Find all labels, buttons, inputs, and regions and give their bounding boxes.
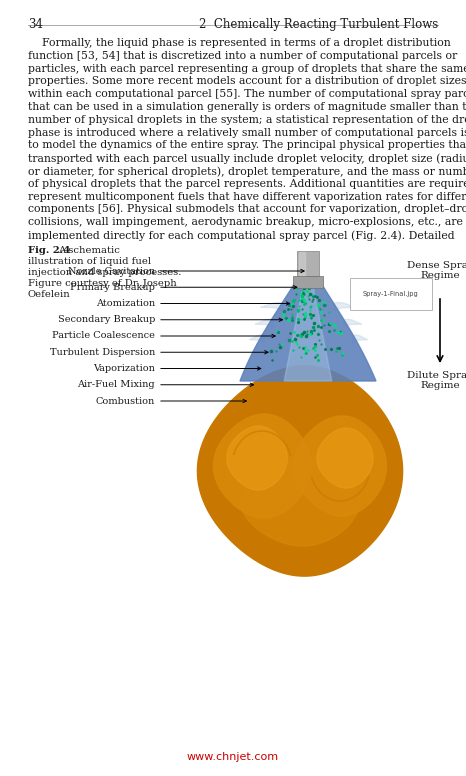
Text: A schematic: A schematic bbox=[58, 246, 120, 255]
Text: to model the dynamics of the entire spray. The principal physical properties tha: to model the dynamics of the entire spra… bbox=[28, 140, 466, 151]
Text: Spray-1-Final.jpg: Spray-1-Final.jpg bbox=[363, 291, 419, 297]
Text: of physical droplets that the parcel represents. Additional quantities are requi: of physical droplets that the parcel rep… bbox=[28, 178, 466, 189]
Polygon shape bbox=[227, 426, 287, 490]
Text: represent multicomponent fuels that have different vaporization rates for differ: represent multicomponent fuels that have… bbox=[28, 192, 466, 202]
Polygon shape bbox=[240, 261, 376, 381]
Text: Secondary Breakup: Secondary Breakup bbox=[58, 315, 155, 324]
Text: transported with each parcel usually include droplet velocity, droplet size (rad: transported with each parcel usually inc… bbox=[28, 153, 466, 164]
Text: injection and spray processes.: injection and spray processes. bbox=[28, 268, 181, 277]
Polygon shape bbox=[198, 365, 403, 576]
Text: Combustion: Combustion bbox=[96, 397, 155, 406]
Text: Turbulent Dispersion: Turbulent Dispersion bbox=[50, 348, 155, 357]
Text: within each computational parcel [55]. The number of computational spray parcels: within each computational parcel [55]. T… bbox=[28, 89, 466, 99]
Bar bbox=[293, 276, 323, 288]
Text: Air-Fuel Mixing: Air-Fuel Mixing bbox=[77, 380, 155, 390]
Text: Dilute Spray
Regime: Dilute Spray Regime bbox=[407, 371, 466, 390]
Text: Formally, the liquid phase is represented in terms of a droplet distribution: Formally, the liquid phase is represente… bbox=[28, 38, 451, 48]
Text: Vaporization: Vaporization bbox=[93, 364, 155, 373]
Text: components [56]. Physical submodels that account for vaporization, droplet–dropl: components [56]. Physical submodels that… bbox=[28, 204, 466, 214]
Text: function [53, 54] that is discretized into a number of computational parcels or: function [53, 54] that is discretized in… bbox=[28, 50, 457, 61]
Text: properties. Some more recent models account for a distribution of droplet sizes: properties. Some more recent models acco… bbox=[28, 76, 466, 86]
Text: Particle Coalescence: Particle Coalescence bbox=[52, 331, 155, 341]
Text: Dense Spray
Regime: Dense Spray Regime bbox=[407, 261, 466, 280]
Text: Atomization: Atomization bbox=[96, 299, 155, 308]
Polygon shape bbox=[294, 416, 386, 516]
Text: or diameter, for spherical droplets), droplet temperature, and the mass or numbe: or diameter, for spherical droplets), dr… bbox=[28, 166, 466, 177]
Text: collisions, wall impingement, aerodynamic breakup, micro-explosions, etc., are: collisions, wall impingement, aerodynami… bbox=[28, 217, 463, 227]
Text: illustration of liquid fuel: illustration of liquid fuel bbox=[28, 257, 151, 266]
Text: particles, with each parcel representing a group of droplets that share the same: particles, with each parcel representing… bbox=[28, 64, 466, 74]
Polygon shape bbox=[213, 414, 311, 518]
Text: 34: 34 bbox=[28, 18, 43, 31]
Text: Primary Breakup: Primary Breakup bbox=[70, 282, 155, 292]
Text: Nozzle Cavitation: Nozzle Cavitation bbox=[68, 266, 155, 275]
Text: number of physical droplets in the system; a statistical representation of the d: number of physical droplets in the syste… bbox=[28, 115, 466, 125]
Text: Figure courtesy of Dr. Joseph: Figure courtesy of Dr. Joseph bbox=[28, 279, 177, 288]
Polygon shape bbox=[240, 456, 359, 546]
Text: that can be used in a simulation generally is orders of magnitude smaller than t: that can be used in a simulation general… bbox=[28, 102, 466, 112]
Text: 2  Chemically Reacting Turbulent Flows: 2 Chemically Reacting Turbulent Flows bbox=[199, 18, 438, 31]
Text: Oefelein: Oefelein bbox=[28, 290, 71, 299]
Text: phase is introduced where a relatively small number of computational parcels is : phase is introduced where a relatively s… bbox=[28, 127, 466, 137]
Text: Fig. 2.4: Fig. 2.4 bbox=[28, 246, 70, 255]
Text: www.chnjet.com: www.chnjet.com bbox=[187, 752, 279, 762]
Text: implemented directly for each computational spray parcel (Fig. 2.4). Detailed: implemented directly for each computatio… bbox=[28, 230, 455, 241]
Polygon shape bbox=[317, 428, 373, 488]
Polygon shape bbox=[284, 261, 332, 381]
Bar bbox=[297, 251, 319, 276]
Polygon shape bbox=[299, 252, 305, 275]
